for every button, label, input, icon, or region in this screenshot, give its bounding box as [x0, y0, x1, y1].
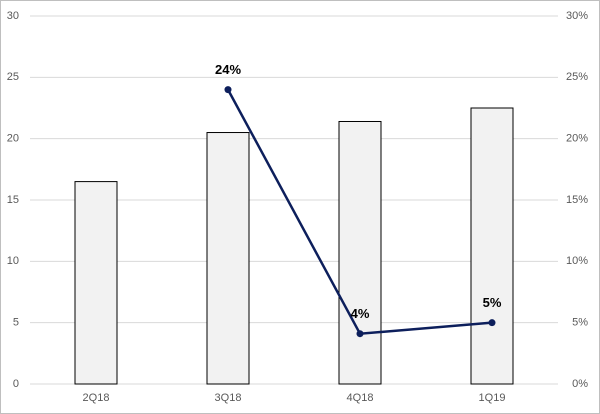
data-label: 5% — [483, 295, 502, 310]
bar — [338, 120, 382, 385]
data-label: 4% — [351, 306, 370, 321]
y-tick-label: 0 — [13, 378, 19, 390]
x-tick-label: 4Q18 — [347, 392, 374, 404]
line-point — [488, 319, 496, 327]
y2-tick-label: 0% — [572, 378, 588, 390]
x-tick-label: 2Q18 — [83, 392, 110, 404]
bar — [206, 132, 250, 385]
y2-tick-label: 30% — [566, 10, 588, 22]
line-point — [224, 86, 232, 94]
y2-tick-label: 25% — [566, 71, 588, 83]
y-tick-label: 20 — [7, 133, 19, 145]
y2-tick-label: 5% — [572, 317, 588, 329]
y2-tick-label: 15% — [566, 194, 588, 206]
bar — [74, 181, 118, 385]
y-tick-label: 30 — [7, 10, 19, 22]
bar — [470, 107, 514, 385]
y-tick-label: 15 — [7, 194, 19, 206]
y-tick-label: 25 — [7, 71, 19, 83]
y2-tick-label: 20% — [566, 133, 588, 145]
x-tick-label: 3Q18 — [215, 392, 242, 404]
x-tick-label: 1Q19 — [479, 392, 506, 404]
y-tick-label: 5 — [13, 317, 19, 329]
line-point — [356, 330, 364, 338]
data-label: 24% — [215, 62, 241, 77]
y2-tick-label: 10% — [566, 255, 588, 267]
y-tick-label: 10 — [7, 255, 19, 267]
